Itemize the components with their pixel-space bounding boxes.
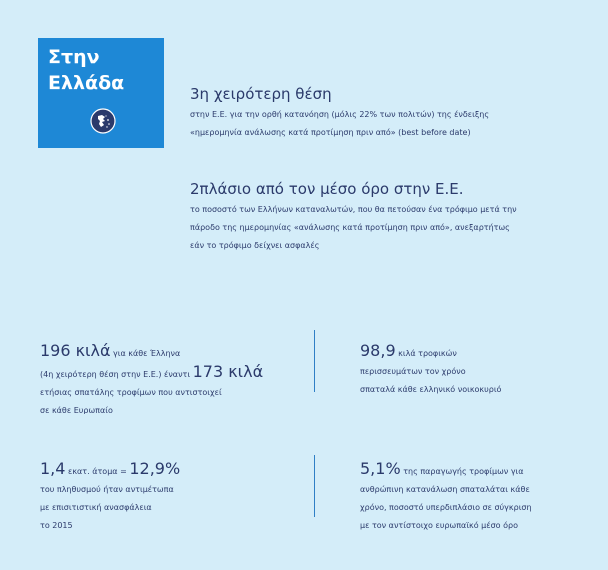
- stat4-line4: με τον αντίστοιχο ευρωπαϊκό μέσο όρο: [360, 521, 518, 530]
- stat1-big2: 173 κιλά: [192, 362, 264, 381]
- block2-line: εάν το τρόφιμο δείχνει ασφαλές: [190, 241, 320, 250]
- stat2-line3: σπαταλά κάθε ελληνικό νοικοκυριό: [360, 385, 502, 394]
- stat1-text2: (4η χειρότερη θέση στην Ε.Ε.) έναντι: [40, 370, 193, 379]
- stat2-line2: περισσευμάτων τον χρόνο: [360, 367, 466, 376]
- stat-food-insecurity: 1,4 εκατ. άτομα = 12,9% του πληθυσμού ήτ…: [40, 460, 180, 535]
- stat-production-waste: 5,1% της παραγωγής τροφίμων για ανθρώπιν…: [360, 460, 532, 535]
- stat4-big: 5,1%: [360, 459, 401, 478]
- stat1-line4: σε κάθε Ευρωπαίο: [40, 406, 113, 414]
- vertical-divider-bottom: [314, 455, 315, 517]
- stat3-text1: εκατ. άτομα =: [65, 467, 130, 476]
- stat4-text: της παραγωγής τροφίμων για: [400, 467, 524, 476]
- stat1-big1: 196 κιλά: [40, 342, 111, 360]
- block1-heading: 3η χειρότερη θέση: [190, 85, 332, 103]
- greece-badge: Στην Ελλάδα: [38, 38, 164, 148]
- stat3-big2: 12,9%: [129, 459, 181, 478]
- stat2-text: κιλά τροφικών: [395, 349, 457, 358]
- stat-household-waste: 98,9 κιλά τροφικών περισσευμάτων τον χρό…: [360, 342, 501, 399]
- block1-line: στην Ε.Ε. για την ορθή κατανόηση (μόλις …: [190, 110, 490, 119]
- stat3-line2: του πληθυσμού ήταν αντιμέτωπα: [40, 485, 174, 494]
- stat2-big: 98,9: [360, 341, 396, 360]
- stat3-big1: 1,4: [40, 459, 66, 478]
- block2-body: το ποσοστό των Ελλήνων καταναλωτών, που …: [190, 201, 517, 255]
- block2-heading: 2πλάσιο από τον μέσο όρο στην Ε.Ε.: [190, 180, 464, 198]
- badge-title: Στην Ελλάδα: [48, 44, 124, 96]
- block1-line: «ημερομηνία ανάλωσης κατά προτίμηση πριν…: [190, 128, 471, 137]
- block1-body: στην Ε.Ε. για την ορθή κατανόηση (μόλις …: [190, 106, 489, 142]
- stat1-line3: ετήσιας σπατάλης τροφίμων που αντιστοιχε…: [40, 388, 222, 397]
- stat-waste-per-greek: 196 κιλά για κάθε Έλληνα (4η χειρότερη θ…: [40, 342, 263, 414]
- stat4-line3: χρόνο, ποσοστό υπερδιπλάσιο σε σύγκριση: [360, 503, 532, 512]
- badge-title-line1: Στην: [48, 46, 100, 68]
- greece-map-globe-icon: [90, 108, 116, 134]
- stat4-line2: ανθρώπινη κατανάλωση σπαταλάται κάθε: [360, 485, 530, 494]
- stat3-line4: το 2015: [40, 521, 73, 530]
- badge-title-line2: Ελλάδα: [48, 72, 125, 94]
- block2-line: το ποσοστό των Ελλήνων καταναλωτών, που …: [190, 205, 517, 214]
- stat1-text1: για κάθε Έλληνα: [110, 349, 181, 358]
- block2-line: πάροδο της ημερομηνίας «ανάλωσης κατά πρ…: [190, 223, 510, 232]
- stat3-line3: με επισιτιστική ανασφάλεια: [40, 503, 152, 512]
- vertical-divider-top: [314, 330, 315, 392]
